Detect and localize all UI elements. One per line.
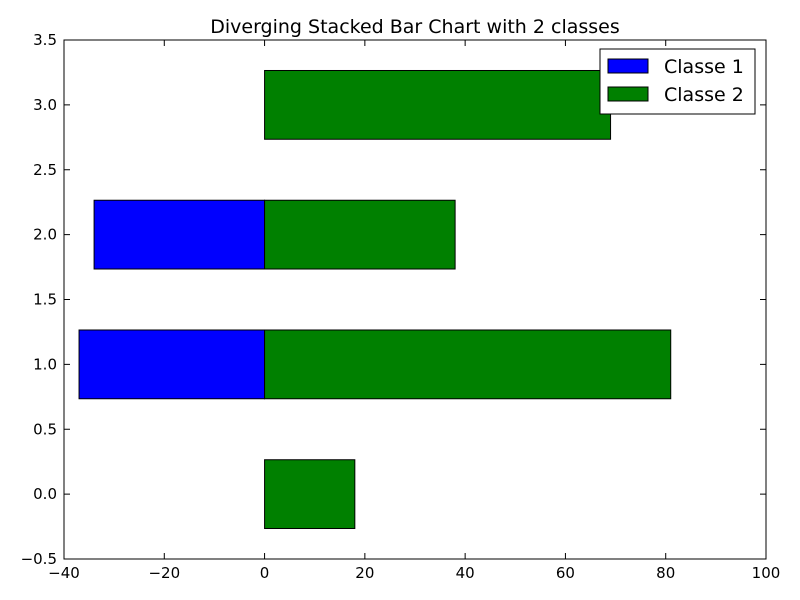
x-tick-label: −40 xyxy=(48,564,80,582)
x-tick-label: 60 xyxy=(556,564,575,582)
y-tick-label: 1.0 xyxy=(33,355,57,373)
x-tick-label: −20 xyxy=(148,564,180,582)
x-tick-label: 0 xyxy=(260,564,270,582)
bars-layer xyxy=(78,69,672,530)
y-tick-label: 2.5 xyxy=(33,161,57,179)
x-tick-label: 80 xyxy=(656,564,675,582)
bar-classe-1-1 xyxy=(78,329,266,400)
y-tick-label: 0.5 xyxy=(33,420,57,438)
x-axis: −40 −20 0 20 40 60 80 100 xyxy=(48,40,780,582)
y-axis: −0.5 0.0 0.5 1.0 1.5 2.0 2.5 3.0 3.5 xyxy=(21,31,766,568)
bar-classe-2-0 xyxy=(264,459,356,530)
x-tick-label: 100 xyxy=(752,564,781,582)
bar-classe-2-1 xyxy=(264,329,672,400)
bar-classe-2-2 xyxy=(264,199,456,270)
bar-classe-2-3 xyxy=(264,69,612,140)
legend-label-2: Classe 2 xyxy=(664,84,744,106)
y-tick-label: 0.0 xyxy=(33,485,57,503)
legend-label-1: Classe 1 xyxy=(664,56,744,78)
y-tick-label: 3.5 xyxy=(33,31,57,49)
legend: Classe 1 Classe 2 xyxy=(599,48,756,115)
y-tick-label: 1.5 xyxy=(33,291,57,309)
bar-classe-1-2 xyxy=(93,199,266,270)
chart-title: Diverging Stacked Bar Chart with 2 class… xyxy=(210,16,620,38)
legend-swatch-2 xyxy=(607,86,649,102)
y-tick-label: −0.5 xyxy=(21,550,57,568)
y-tick-label: 2.0 xyxy=(33,226,57,244)
x-tick-label: 20 xyxy=(355,564,374,582)
y-tick-label: 3.0 xyxy=(33,96,57,114)
legend-swatch-1 xyxy=(607,58,649,74)
x-tick-label: 40 xyxy=(456,564,475,582)
